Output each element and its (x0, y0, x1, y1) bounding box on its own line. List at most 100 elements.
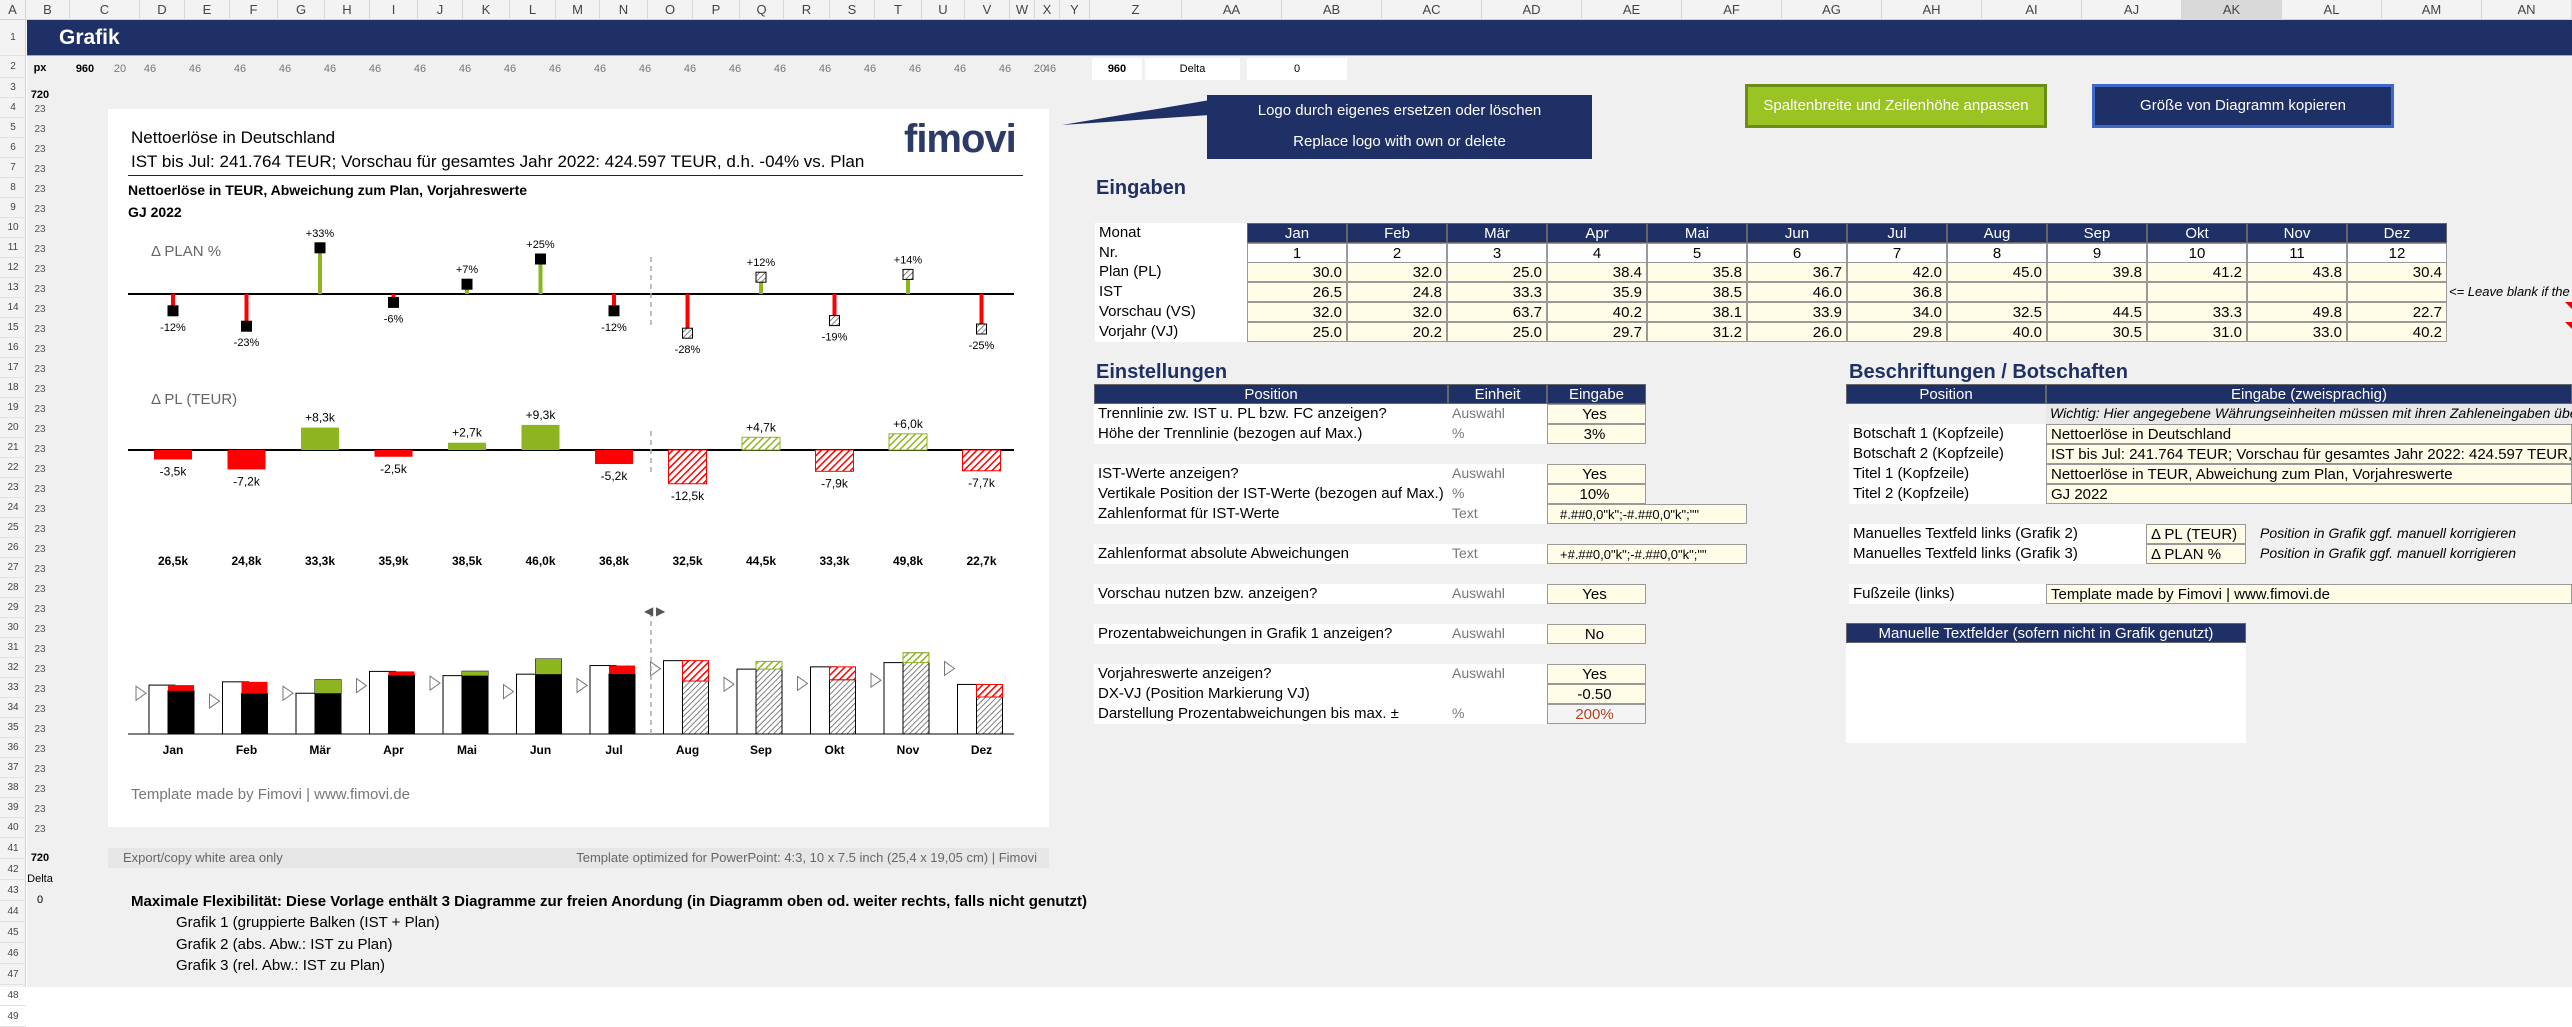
col-header-R[interactable]: R (784, 0, 830, 20)
row-header-17[interactable]: 17 (0, 358, 26, 378)
row-header-19[interactable]: 19 (0, 398, 26, 418)
input-cell[interactable]: 31.0 (2147, 322, 2247, 342)
col-header-G[interactable]: G (278, 0, 325, 20)
col-header-AJ[interactable]: AJ (2082, 0, 2182, 20)
einst-value[interactable]: 10% (1547, 484, 1646, 504)
row-header-29[interactable]: 29 (0, 598, 26, 618)
col-header-AG[interactable]: AG (1782, 0, 1882, 20)
row-header-3[interactable]: 3 (0, 78, 26, 98)
manual-textfield-value[interactable]: Δ PL (TEUR) (2146, 524, 2246, 544)
input-cell[interactable]: 38.1 (1647, 302, 1747, 322)
row-header-31[interactable]: 31 (0, 638, 26, 658)
input-cell[interactable]: 42.0 (1847, 262, 1947, 282)
input-cell[interactable]: 43.8 (2247, 262, 2347, 282)
row-header-32[interactable]: 32 (0, 658, 26, 678)
col-header-T[interactable]: T (875, 0, 922, 20)
row-header-37[interactable]: 37 (0, 758, 26, 778)
col-header-Z[interactable]: Z (1090, 0, 1182, 20)
row-header-46[interactable]: 46 (0, 943, 26, 964)
input-cell[interactable]: 40.2 (1547, 302, 1647, 322)
row-header-20[interactable]: 20 (0, 418, 26, 438)
row-header-22[interactable]: 22 (0, 458, 26, 478)
input-cell[interactable]: 31.2 (1647, 322, 1747, 342)
input-cell[interactable]: 36.8 (1847, 282, 1947, 302)
col-header-C[interactable]: C (70, 0, 140, 20)
col-header-AE[interactable]: AE (1582, 0, 1682, 20)
row-header-38[interactable]: 38 (0, 778, 26, 798)
input-cell[interactable]: 38.5 (1647, 282, 1747, 302)
input-cell[interactable] (2147, 282, 2247, 302)
row-header-10[interactable]: 10 (0, 218, 26, 238)
row-header-34[interactable]: 34 (0, 698, 26, 718)
input-cell[interactable]: 25.0 (1447, 262, 1547, 282)
col-header-L[interactable]: L (510, 0, 556, 20)
einst-value[interactable]: 3% (1547, 424, 1646, 444)
input-cell[interactable]: 45.0 (1947, 262, 2047, 282)
input-cell[interactable]: 35.8 (1647, 262, 1747, 282)
row-header-4[interactable]: 4 (0, 98, 26, 118)
row-header-18[interactable]: 18 (0, 378, 26, 398)
besch-value[interactable]: Nettoerlöse in TEUR, Abweichung zum Plan… (2046, 464, 2572, 484)
input-cell[interactable]: 46.0 (1747, 282, 1847, 302)
input-cell[interactable]: 39.8 (2047, 262, 2147, 282)
col-header-A[interactable]: A (0, 0, 26, 20)
row-header-33[interactable]: 33 (0, 678, 26, 698)
row-header-21[interactable]: 21 (0, 438, 26, 458)
row-header-48[interactable]: 48 (0, 985, 26, 1006)
col-header-AB[interactable]: AB (1282, 0, 1382, 20)
input-cell[interactable]: 22.7 (2347, 302, 2447, 322)
row-header-11[interactable]: 11 (0, 238, 26, 258)
row-header-26[interactable]: 26 (0, 538, 26, 558)
input-cell[interactable]: 30.0 (1247, 262, 1347, 282)
input-cell[interactable]: 41.2 (2147, 262, 2247, 282)
input-cell[interactable]: 32.0 (1347, 302, 1447, 322)
col-header-S[interactable]: S (830, 0, 875, 20)
chart-canvas[interactable]: Nettoerlöse in Deutschland IST bis Jul: … (108, 109, 1049, 827)
input-cell[interactable]: 20.2 (1347, 322, 1447, 342)
row-header-36[interactable]: 36 (0, 738, 26, 758)
besch-value[interactable]: Nettoerlöse in Deutschland (2046, 424, 2572, 444)
row-header-24[interactable]: 24 (0, 498, 26, 518)
input-cell[interactable]: 40.2 (2347, 322, 2447, 342)
einst-value[interactable]: 200% (1547, 704, 1646, 724)
besch-value[interactable]: GJ 2022 (2046, 484, 2572, 504)
input-cell[interactable] (2347, 282, 2447, 302)
input-cell[interactable]: 26.0 (1747, 322, 1847, 342)
col-header-O[interactable]: O (648, 0, 693, 20)
row-header-35[interactable]: 35 (0, 718, 26, 738)
row-header-43[interactable]: 43 (0, 880, 26, 901)
input-cell[interactable]: 24.8 (1347, 282, 1447, 302)
col-header-AN[interactable]: AN (2482, 0, 2572, 20)
col-header-Y[interactable]: Y (1060, 0, 1090, 20)
row-header-13[interactable]: 13 (0, 278, 26, 298)
copy-chart-size-button[interactable]: Größe von Diagramm kopieren (2092, 84, 2394, 128)
einst-value[interactable]: Yes (1547, 464, 1646, 484)
col-header-P[interactable]: P (693, 0, 740, 20)
einst-value[interactable]: #.##0,0"k";-#.##0,0"k";"" (1547, 504, 1747, 524)
input-cell[interactable]: 29.8 (1847, 322, 1947, 342)
input-cell[interactable]: 30.4 (2347, 262, 2447, 282)
input-cell[interactable]: 25.0 (1447, 322, 1547, 342)
row-header-30[interactable]: 30 (0, 618, 26, 638)
col-header-M[interactable]: M (556, 0, 600, 20)
einst-value[interactable]: Yes (1547, 584, 1646, 604)
row-header-49[interactable]: 49 (0, 1006, 26, 1027)
col-header-AH[interactable]: AH (1882, 0, 1982, 20)
manual-textfield-value[interactable]: Δ PLAN % (2146, 544, 2246, 564)
input-cell[interactable]: 34.0 (1847, 302, 1947, 322)
row-header-39[interactable]: 39 (0, 798, 26, 818)
einst-value[interactable]: Yes (1547, 664, 1646, 684)
input-cell[interactable]: 36.7 (1747, 262, 1847, 282)
einst-value[interactable]: No (1547, 624, 1646, 644)
col-header-J[interactable]: J (418, 0, 463, 20)
col-header-H[interactable]: H (325, 0, 370, 20)
input-cell[interactable]: 40.0 (1947, 322, 2047, 342)
row-header-40[interactable]: 40 (0, 818, 26, 838)
col-header-U[interactable]: U (922, 0, 965, 20)
col-header-AD[interactable]: AD (1482, 0, 1582, 20)
col-header-B[interactable]: B (26, 0, 70, 20)
col-header-N[interactable]: N (600, 0, 648, 20)
input-cell[interactable]: 33.9 (1747, 302, 1847, 322)
col-header-AF[interactable]: AF (1682, 0, 1782, 20)
col-header-I[interactable]: I (370, 0, 418, 20)
